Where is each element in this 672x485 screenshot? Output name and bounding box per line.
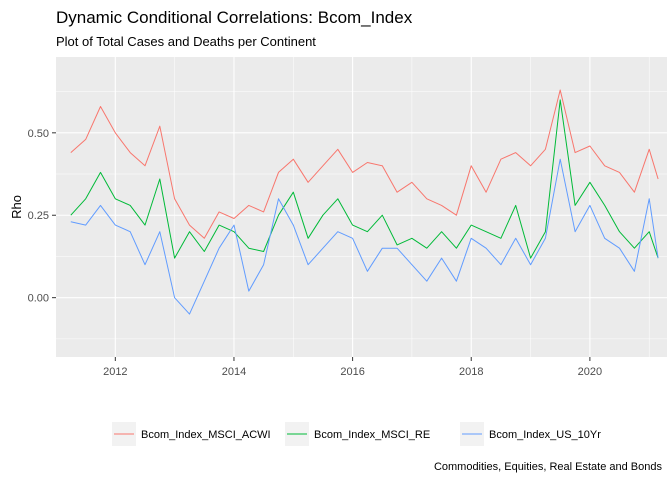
chart-caption: Commodities, Equities, Real Estate and B… xyxy=(434,461,663,473)
plot-panel xyxy=(56,57,667,357)
series-line-0 xyxy=(70,89,659,239)
series-line-1 xyxy=(70,99,659,259)
x-tick-label: 2020 xyxy=(578,366,602,378)
y-tick-label: 0.00 xyxy=(28,293,49,305)
legend-label-1: Bcom_Index_MSCI_RE xyxy=(314,429,430,441)
x-tick-label: 2018 xyxy=(459,366,483,378)
y-axis-title: Rho xyxy=(9,195,24,219)
x-tick-label: 2014 xyxy=(222,366,246,378)
series-line-2 xyxy=(70,158,659,315)
x-tick-label: 2012 xyxy=(103,366,127,378)
legend-label-2: Bcom_Index_US_10Yr xyxy=(489,429,601,441)
legend-label-0: Bcom_Index_MSCI_ACWI xyxy=(141,429,271,441)
series-layer xyxy=(70,89,659,315)
legend: Bcom_Index_MSCI_ACWI Bcom_Index_MSCI_RE Bc… xyxy=(112,422,601,446)
chart-title: Dynamic Conditional Correlations: Bcom_I… xyxy=(56,8,413,27)
y-tick-label: 0.50 xyxy=(28,128,49,140)
chart-subtitle: Plot of Total Cases and Deaths per Conti… xyxy=(56,34,316,49)
y-tick-label: 0.25 xyxy=(28,210,49,222)
axis-layer: 0.00 0.25 0.50 2012 2014 2016 2018 2020 xyxy=(28,128,603,378)
x-tick-label: 2016 xyxy=(340,366,364,378)
